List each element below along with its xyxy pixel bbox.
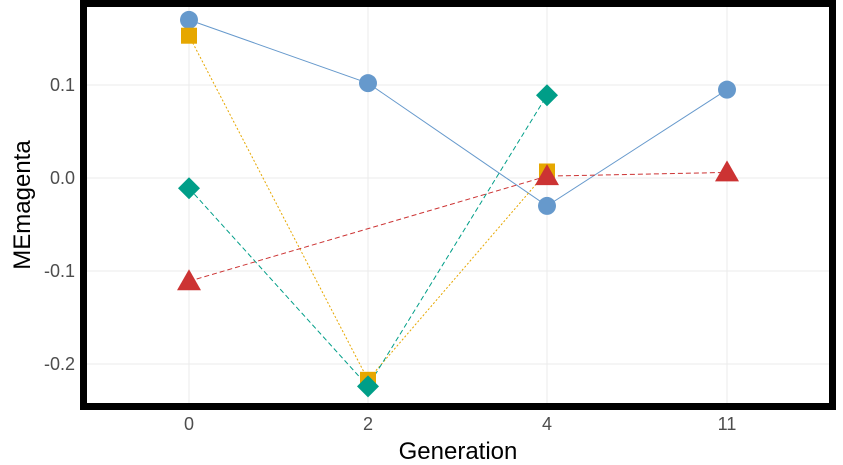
data-point-triangle: [715, 160, 739, 182]
data-point-diamond: [178, 177, 200, 200]
grid: [87, 7, 829, 403]
panel-border: [80, 0, 836, 410]
data-point-diamond: [357, 375, 379, 398]
series-line-triangle: [188, 171, 728, 282]
data-point-triangle: [177, 269, 201, 291]
y-tick-label: 0.0: [50, 168, 75, 188]
series-line-circle: [188, 19, 728, 207]
data-point-diamond: [536, 84, 558, 107]
tick-layer: -0.2 -0.1 0.0 0.1 0 2 4 11: [44, 75, 736, 434]
y-axis-title: MEmagenta: [9, 140, 36, 270]
series-line-square: [188, 35, 548, 381]
data-point-circle: [359, 74, 377, 93]
series-markers: [177, 10, 739, 398]
data-point-circle: [538, 196, 556, 215]
x-axis-title: Generation: [399, 438, 518, 465]
y-tick-label: -0.2: [44, 354, 75, 374]
series-layer: [177, 10, 739, 398]
series-lines: [188, 19, 728, 388]
data-point-circle: [180, 10, 198, 29]
x-tick-label: 11: [718, 414, 737, 434]
data-point-circle: [718, 80, 736, 99]
x-tick-label: 2: [363, 414, 373, 434]
data-point-triangle: [535, 164, 559, 186]
x-tick-label: 4: [542, 414, 552, 434]
x-tick-label: 0: [184, 414, 194, 434]
y-tick-label: 0.1: [50, 75, 75, 95]
data-point-square: [181, 27, 197, 44]
y-tick-label: -0.1: [44, 261, 75, 281]
